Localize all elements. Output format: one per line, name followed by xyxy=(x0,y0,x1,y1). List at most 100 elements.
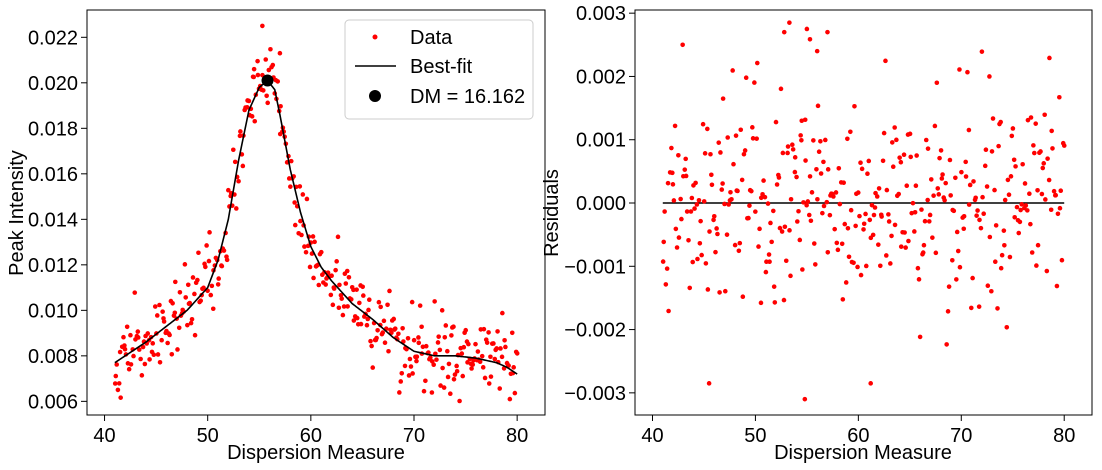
residual-point xyxy=(713,249,718,255)
data-point xyxy=(244,105,250,110)
data-point xyxy=(260,88,266,93)
residual-point xyxy=(928,177,934,182)
data-point xyxy=(477,359,483,365)
data-point xyxy=(469,366,474,371)
residual-point xyxy=(987,74,992,79)
residual-point xyxy=(922,218,928,224)
residual-point xyxy=(808,218,814,224)
data-point xyxy=(380,330,386,335)
residual-point xyxy=(858,272,864,278)
residual-point xyxy=(1001,228,1007,233)
data-point xyxy=(182,262,188,267)
residual-point xyxy=(1002,197,1008,203)
data-point xyxy=(486,381,492,386)
data-point xyxy=(170,301,175,306)
data-point xyxy=(340,312,346,318)
data-point xyxy=(396,331,401,337)
residual-point xyxy=(1005,177,1011,183)
data-point xyxy=(445,374,451,380)
residual-point xyxy=(778,86,784,92)
data-point xyxy=(232,159,238,165)
data-point xyxy=(292,200,297,205)
residual-point xyxy=(1011,157,1017,163)
data-point xyxy=(360,284,365,290)
y-axis-label: Residuals xyxy=(541,169,563,257)
data-point xyxy=(266,67,272,73)
peak-intensity-panel: 40 50 60 70 80 0.006 0.008 0.010 0.012 0.014 0.016… xyxy=(6,9,546,464)
data-point xyxy=(451,376,457,382)
residual-point xyxy=(886,212,891,217)
data-point xyxy=(140,344,146,350)
data-point xyxy=(188,320,194,326)
data-point xyxy=(203,264,208,270)
residual-point xyxy=(984,184,990,189)
residual-point xyxy=(987,234,993,240)
residual-point xyxy=(1006,192,1012,197)
residual-point xyxy=(931,193,936,198)
residual-point xyxy=(697,241,703,246)
residual-point xyxy=(821,203,827,209)
residual-point xyxy=(737,240,743,246)
data-point xyxy=(336,305,342,311)
residual-point xyxy=(1028,115,1034,120)
residual-point xyxy=(709,172,714,178)
residual-point xyxy=(718,150,723,155)
residual-point xyxy=(989,149,995,154)
residual-point xyxy=(741,151,747,157)
data-point xyxy=(461,344,467,350)
residual-point xyxy=(980,194,985,200)
residual-point xyxy=(935,186,941,191)
residual-point xyxy=(933,250,939,256)
residual-point xyxy=(835,247,841,253)
data-point xyxy=(208,292,214,298)
data-point xyxy=(159,337,164,343)
residual-point xyxy=(1057,94,1062,100)
y-tick-label: 0.018 xyxy=(28,118,78,140)
residual-point xyxy=(735,188,740,194)
residual-point xyxy=(967,182,973,188)
residual-point xyxy=(699,252,704,258)
data-point xyxy=(341,304,347,309)
residual-point xyxy=(1022,181,1028,186)
data-point xyxy=(428,355,433,360)
data-point xyxy=(400,326,405,331)
residual-point xyxy=(871,212,877,218)
residual-point xyxy=(950,257,955,263)
data-point xyxy=(240,163,246,169)
data-point xyxy=(215,282,221,287)
data-point xyxy=(466,341,471,347)
residual-point xyxy=(878,263,883,269)
residual-point xyxy=(951,208,957,214)
residual-point xyxy=(896,191,902,197)
data-point xyxy=(488,374,494,379)
residual-point xyxy=(992,187,997,193)
data-point xyxy=(192,332,198,338)
y-tick-label: 0.014 xyxy=(28,209,78,231)
residual-point xyxy=(1013,164,1018,169)
residual-point xyxy=(676,235,682,240)
residual-point xyxy=(940,172,945,177)
residual-point xyxy=(661,239,667,245)
residual-point xyxy=(1032,150,1037,156)
residual-point xyxy=(894,137,899,143)
data-point xyxy=(128,332,133,338)
residual-point xyxy=(761,178,766,183)
x-tick-label: 40 xyxy=(93,425,115,447)
residual-point xyxy=(943,180,948,186)
residual-point xyxy=(815,197,820,202)
data-point xyxy=(138,356,143,362)
data-point xyxy=(439,308,445,313)
residual-point xyxy=(851,260,856,266)
residual-point xyxy=(781,29,787,35)
residual-point xyxy=(779,229,785,234)
residual-point xyxy=(915,265,921,271)
residual-point xyxy=(811,241,817,246)
residual-point xyxy=(765,201,771,206)
residual-point xyxy=(805,199,811,204)
data-point xyxy=(288,158,294,164)
residual-point xyxy=(701,199,707,204)
data-point xyxy=(361,293,366,298)
residual-point xyxy=(785,144,791,149)
residual-point xyxy=(802,396,808,402)
residual-point xyxy=(792,155,798,160)
